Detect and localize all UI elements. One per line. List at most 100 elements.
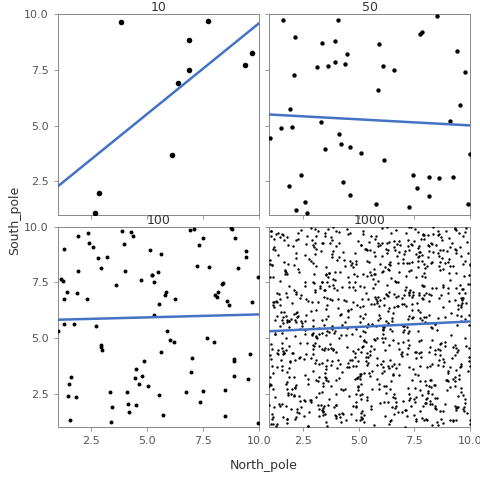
Point [357, 348, 364, 356]
Point [457, 388, 465, 396]
Point [431, 347, 439, 354]
Point [329, 281, 337, 289]
Point [391, 394, 399, 402]
Point [293, 408, 300, 416]
Point [405, 390, 413, 398]
Point [315, 413, 323, 420]
Point [280, 308, 288, 315]
Point [389, 371, 397, 379]
Point [331, 276, 338, 284]
Point [300, 412, 308, 420]
Point [351, 286, 359, 294]
Point [332, 390, 340, 397]
Point [373, 361, 381, 369]
Point [324, 274, 332, 281]
Point [372, 296, 379, 303]
Point [378, 252, 385, 260]
Point [416, 407, 424, 415]
Point [309, 367, 316, 375]
Point [426, 242, 433, 250]
Point [365, 258, 372, 265]
Point [276, 402, 284, 410]
Point [391, 66, 398, 73]
Point [405, 268, 412, 276]
Point [311, 270, 318, 278]
Point [312, 307, 320, 314]
Point [66, 380, 73, 387]
Point [286, 105, 294, 112]
Point [277, 339, 285, 347]
Point [363, 361, 371, 369]
Point [59, 277, 66, 285]
Point [283, 318, 291, 325]
Point [406, 288, 413, 296]
Point [316, 285, 324, 292]
Point [394, 408, 402, 416]
Point [352, 390, 360, 397]
Point [221, 386, 229, 394]
Point [283, 233, 291, 240]
Point [399, 397, 407, 405]
Point [403, 260, 410, 267]
Point [461, 399, 469, 407]
Point [323, 327, 330, 335]
Point [427, 239, 435, 247]
Point [412, 417, 420, 424]
Point [321, 402, 328, 409]
Point [378, 224, 386, 231]
Point [305, 381, 312, 388]
Point [461, 68, 469, 76]
Point [399, 322, 407, 329]
Point [292, 309, 300, 316]
Point [155, 392, 163, 399]
Point [420, 313, 428, 321]
Point [332, 376, 340, 384]
Point [457, 252, 465, 259]
Point [322, 374, 330, 382]
Point [63, 288, 71, 295]
Point [306, 396, 313, 404]
Point [359, 414, 366, 422]
Point [374, 316, 382, 324]
Point [271, 394, 278, 401]
Point [428, 240, 435, 248]
Point [270, 245, 277, 252]
Point [266, 373, 274, 381]
Point [310, 322, 317, 329]
Point [406, 363, 413, 371]
Point [405, 342, 412, 349]
Point [127, 228, 134, 236]
Point [360, 418, 368, 425]
Point [322, 376, 330, 384]
Point [283, 378, 291, 386]
Point [283, 316, 290, 324]
Point [388, 314, 396, 322]
Point [213, 293, 221, 301]
Point [430, 248, 437, 256]
Point [349, 362, 357, 370]
Point [414, 253, 421, 261]
Point [361, 245, 369, 252]
Point [449, 416, 456, 423]
Point [400, 291, 408, 299]
Point [451, 373, 459, 381]
Point [319, 406, 326, 413]
Point [309, 298, 316, 306]
Point [298, 319, 306, 326]
Point [378, 334, 386, 342]
Point [405, 289, 412, 297]
Point [334, 356, 342, 364]
Point [315, 330, 323, 338]
Point [444, 368, 452, 375]
Point [363, 324, 371, 331]
Point [374, 243, 382, 251]
Point [376, 314, 384, 322]
Point [358, 416, 366, 423]
Point [434, 421, 442, 429]
Point [296, 397, 304, 405]
Point [385, 260, 393, 267]
Point [366, 268, 374, 276]
Point [335, 374, 343, 382]
Point [380, 301, 388, 309]
Point [342, 332, 350, 339]
